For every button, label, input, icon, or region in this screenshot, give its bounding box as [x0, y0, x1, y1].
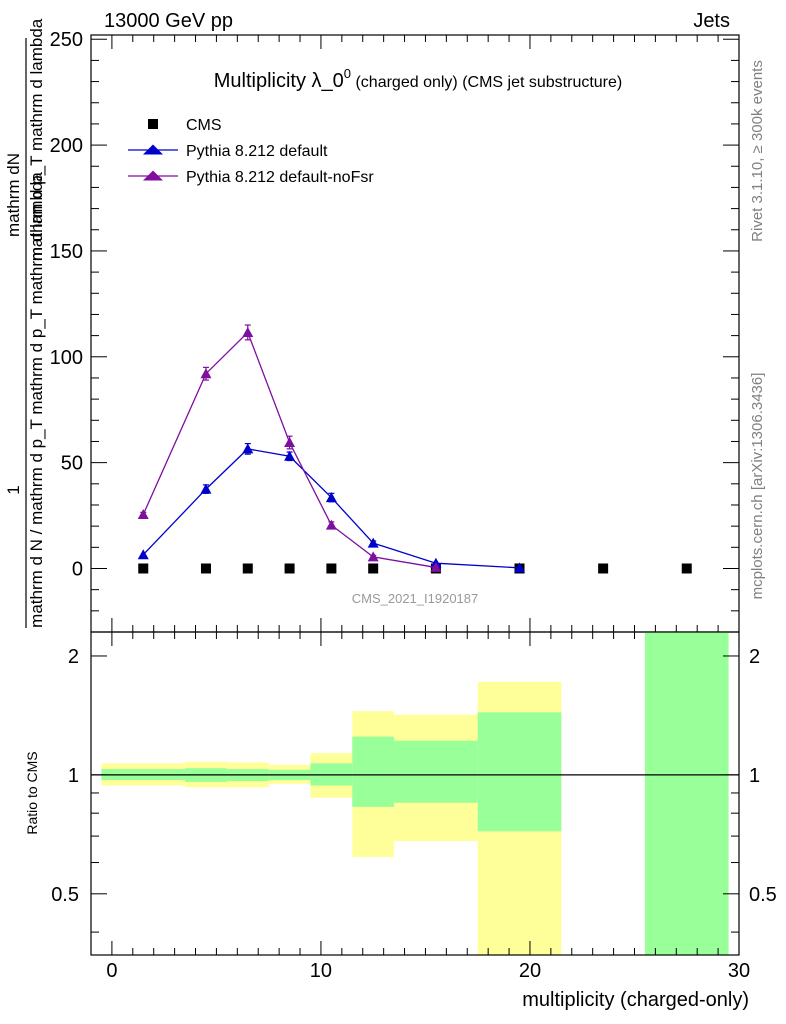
ratio-frame [90, 631, 740, 956]
legend-marker-default [143, 144, 163, 155]
data-point [514, 562, 526, 573]
legend-label-default: Pythia 8.212 default [186, 143, 328, 160]
data-point [138, 563, 149, 574]
ratio-y-tick-label: 0.5 [51, 884, 79, 906]
data-point [242, 326, 254, 337]
data-point [367, 537, 379, 548]
ratio-band-inner [352, 736, 395, 807]
main-ylabel: mathrm dN mathrm d p_T mathrm d lambda 1… [4, 18, 46, 628]
ylabel-numerator: mathrm dN [4, 153, 23, 237]
mcplots-label: mcplots.cern.ch [arXiv:1306.3436] [749, 373, 766, 600]
analysis-watermark: CMS_2021_I1920187 [352, 591, 479, 606]
data-point [200, 563, 211, 574]
y-tick-label: 200 [50, 135, 83, 157]
data-point [284, 450, 296, 461]
data-point [137, 549, 149, 560]
ratio-y-tick-label: 1 [68, 765, 79, 787]
series-line [142, 331, 437, 569]
x-tick-label: 20 [519, 960, 541, 982]
legend-marker-cms [148, 119, 158, 129]
data-point [284, 437, 296, 448]
ratio-band-inner [477, 712, 562, 832]
header-left: 13000 GeV pp [104, 10, 233, 32]
ylabel-one: 1 [4, 485, 23, 494]
data-point [326, 563, 337, 574]
header-right: Jets [693, 10, 730, 32]
ratio-panel: 0 10 20 30 0.5 0.5 1 1 2 2 [51, 631, 777, 982]
data-point [137, 509, 149, 520]
y-tick-label: 250 [50, 29, 83, 51]
ratio-y-tick-label: 2 [68, 646, 79, 668]
legend-marker-nofsr [143, 170, 163, 181]
chart-title-main: Multiplicity λ_0 [214, 70, 344, 92]
series-line [142, 448, 520, 569]
data-point [681, 563, 692, 574]
y-tick-label: 50 [61, 453, 83, 475]
ratio-ylabel: Ratio to CMS [24, 751, 40, 834]
x-tick-label: 10 [310, 960, 332, 982]
data-point [430, 561, 442, 572]
legend-label-nofsr: Pythia 8.212 default-noFsr [186, 169, 374, 186]
chart-title-sub: (charged only) (CMS jet substructure) [351, 74, 622, 91]
data-point [598, 563, 609, 574]
data-point [284, 563, 295, 574]
data-point [325, 519, 337, 530]
legend-label-cms: CMS [186, 117, 222, 134]
legend: CMS Pythia 8.212 default Pythia 8.212 de… [128, 117, 374, 186]
y-tick-label: 0 [72, 558, 83, 580]
data-point [242, 563, 253, 574]
chart-title-sup: 0 [344, 66, 351, 81]
y-tick-label: 100 [50, 347, 83, 369]
y-tick-label: 150 [50, 241, 83, 263]
x-axis-label: multiplicity (charged-only) [522, 989, 749, 1011]
x-tick-label: 0 [106, 960, 117, 982]
x-tick-label: 30 [728, 960, 750, 982]
ratio-y-tick-label-right: 0.5 [749, 884, 777, 906]
ratio-y-tick-label-right: 1 [749, 765, 760, 787]
ylabel-numerator-detail: mathrm d p_T mathrm d lambda [27, 18, 46, 261]
data-point [200, 368, 212, 379]
ratio-band-inner [644, 632, 729, 955]
ylabel-denominator: mathrm d N / mathrm d p_T mathrm d p_T m… [27, 172, 46, 628]
data-point [325, 492, 337, 503]
data-point [242, 443, 254, 454]
data-point [368, 563, 379, 574]
ratio-y-tick-label-right: 2 [749, 646, 760, 668]
chart-title: Multiplicity λ_00 (charged only) (CMS je… [214, 66, 622, 92]
data-point [367, 551, 379, 562]
ratio-band-inner [394, 740, 478, 803]
rivet-label: Rivet 3.1.10, ≥ 300k events [749, 60, 766, 242]
data-point [200, 483, 212, 494]
